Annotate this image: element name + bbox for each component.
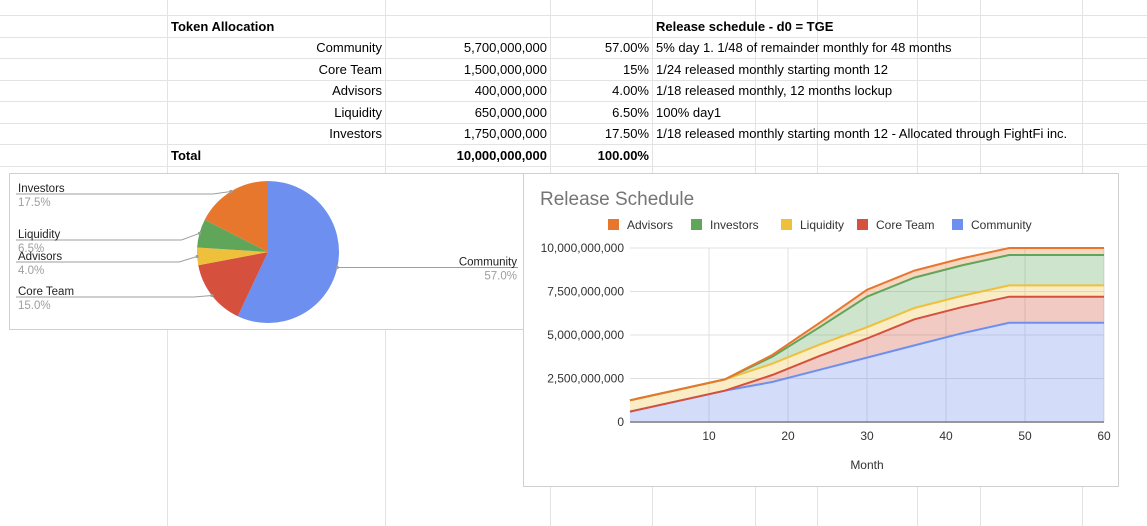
grid-hline [0,15,1147,16]
row-pct-cell[interactable]: 17.50% [604,126,649,141]
pie-pct-label: 15.0% [18,300,51,312]
pie-pct-label: 17.5% [18,197,51,209]
row-pct-cell[interactable]: 57.00% [604,40,649,55]
row-name-cell[interactable]: Core Team [318,62,382,77]
row-name-cell[interactable]: Liquidity [334,105,382,120]
legend-label[interactable]: Investors [710,218,759,232]
area-investors[interactable] [630,255,1104,401]
pie-label: Community [459,257,517,269]
x-axis-title: Month [850,458,883,472]
pie-pct-label: 57.0% [484,271,517,283]
legend-swatch [608,219,619,230]
row-schedule-cell[interactable]: 1/18 released monthly, 12 months lockup [656,83,893,98]
row-amount-cell[interactable]: 650,000,000 [474,105,547,120]
y-tick-label: 5,000,000,000 [547,328,624,342]
legend-swatch [952,219,963,230]
pie-slice-advisors[interactable] [197,247,268,266]
total-pct-cell[interactable]: 100.00% [597,148,649,163]
area-liquidity[interactable] [630,285,1104,412]
row-name-cell[interactable]: Investors [329,126,382,141]
legend-swatch [781,219,792,230]
row-pct-cell[interactable]: 6.50% [612,105,649,120]
pie-chart-canvas: Community 57.0% Core Team 15.0% Advisors 4.0%… [16,181,518,323]
line-core-team[interactable] [629,295,1104,413]
pie-pct-label: 6.5% [18,243,44,255]
row-name-cell[interactable]: Community [316,40,382,55]
grid-hline [0,123,1147,124]
pie-pct-label: 4.0% [18,265,44,277]
y-tick-label: 0 [617,415,624,429]
x-tick-label: 20 [781,429,795,443]
pie-label: Advisors [18,251,62,263]
pie-leader-line [16,232,200,241]
row-pct-cell[interactable]: 15% [622,62,649,77]
release-schedule-chart[interactable]: Release Schedule Advisors Investors Liquidi… [523,173,1119,487]
row-amount-cell[interactable]: 1,750,000,000 [463,126,547,141]
grid-hline [0,37,1147,38]
row-schedule-cell[interactable]: 5% day 1. 1/48 of remainder monthly for … [656,40,952,55]
x-tick-label: 40 [939,429,953,443]
line-advisors[interactable] [629,247,1104,402]
grid-hline [0,166,1147,167]
legend-swatch [857,219,868,230]
row-amount-cell[interactable]: 5,700,000,000 [463,40,547,55]
legend-label[interactable]: Advisors [627,218,673,232]
line-liquidity[interactable] [629,284,1104,402]
pie-leader-line [16,256,198,263]
area-chart-canvas: Release Schedule Advisors Investors Liquidi… [540,189,1111,472]
x-tick-label: 60 [1097,429,1111,443]
pie-chart[interactable]: Community 57.0% Core Team 15.0% Advisors 4.0%… [9,173,525,330]
grid-hline [0,80,1147,81]
header-release-schedule[interactable]: Release schedule - d0 = TGE [656,19,834,34]
x-tick-label: 50 [1018,429,1032,443]
legend-label[interactable]: Liquidity [800,218,844,232]
grid-hline [0,58,1147,59]
pie-label: Core Team [18,286,74,298]
area-community[interactable] [630,322,1104,422]
row-amount-cell[interactable]: 1,500,000,000 [463,62,547,77]
pie-slice-liquidity[interactable] [197,219,268,252]
pie-slice-community[interactable] [237,181,340,323]
x-tick-label: 10 [702,429,716,443]
grid-hline [0,144,1147,145]
line-community[interactable] [629,321,1104,413]
header-token-allocation[interactable]: Token Allocation [171,19,275,34]
grid-hline [0,101,1147,102]
y-tick-label: 7,500,000,000 [547,285,624,299]
row-schedule-cell[interactable]: 1/18 released monthly starting month 12 … [656,126,1068,141]
pie-leader-line [16,191,231,195]
pie-slice-core-team[interactable] [198,252,268,317]
row-pct-cell[interactable]: 4.00% [612,83,649,98]
row-amount-cell[interactable]: 400,000,000 [474,83,547,98]
legend-label[interactable]: Community [971,218,1032,232]
y-tick-label: 10,000,000,000 [541,241,625,255]
row-schedule-cell[interactable]: 1/24 released monthly starting month 12 [656,62,888,77]
legend-swatch [691,219,702,230]
pie-leader-line [16,295,212,298]
row-schedule-cell[interactable]: 100% day1 [656,105,722,120]
pie-slice-investors[interactable] [204,181,268,252]
total-amount-cell[interactable]: 10,000,000,000 [456,148,547,163]
pie-label: Liquidity [18,229,60,241]
legend-label[interactable]: Core Team [876,218,934,232]
y-tick-label: 2,500,000,000 [547,372,624,386]
total-label-cell[interactable]: Total [171,148,202,163]
row-name-cell[interactable]: Advisors [332,83,382,98]
chart-title: Release Schedule [540,189,694,210]
x-tick-label: 30 [860,429,874,443]
pie-label: Investors [18,183,65,195]
